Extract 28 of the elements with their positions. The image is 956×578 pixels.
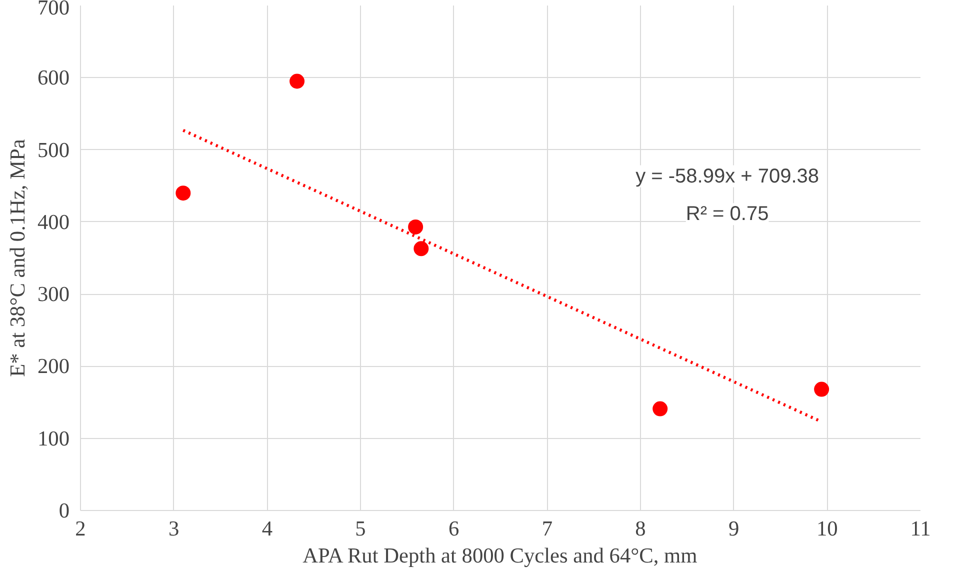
x-tick-label: 7	[542, 516, 553, 540]
x-tick-label: 2	[75, 516, 86, 540]
y-tick-label: 100	[38, 426, 70, 450]
y-tick-label: 700	[38, 0, 70, 20]
x-tick-label: 4	[262, 516, 273, 540]
annotation: y = -58.99x + 709.38	[636, 165, 820, 188]
y-tick-label: 300	[38, 282, 70, 306]
x-axis-title: APA Rut Depth at 8000 Cycles and 64°C, mm	[302, 544, 698, 568]
x-tick-label: 5	[355, 516, 366, 540]
point	[176, 186, 191, 201]
x-tick-label: 11	[910, 516, 931, 540]
x-tick-label: 10	[816, 516, 838, 540]
y-tick-label: 400	[38, 210, 70, 234]
point	[652, 401, 668, 416]
point	[814, 382, 830, 397]
y-tick-label: 600	[38, 66, 70, 90]
x-tick-label: 6	[448, 516, 460, 540]
annotation: R² = 0.75	[686, 203, 769, 226]
y-tick-label: 200	[38, 354, 70, 378]
point	[408, 219, 424, 234]
y-tick-label: 0	[58, 498, 70, 522]
y-tick-label: 500	[38, 138, 70, 162]
y-axis-title: E* at 38°C and 0.1Hz, MPa	[6, 138, 30, 377]
x-tick-label: 8	[635, 516, 646, 540]
x-tick-label: 9	[728, 516, 740, 540]
x-tick-label: 3	[168, 516, 180, 540]
point	[414, 241, 429, 256]
point	[290, 74, 305, 89]
